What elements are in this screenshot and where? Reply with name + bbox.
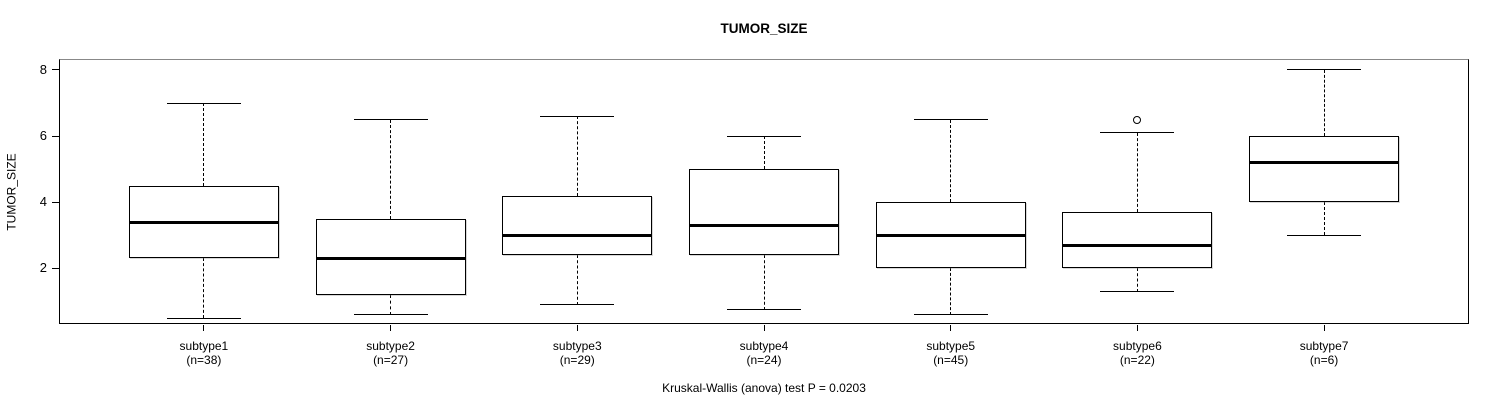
lower-whisker-cap: [540, 304, 615, 306]
upper-whisker-cap: [353, 119, 428, 121]
x-tick-label: subtype5 (n=45): [861, 339, 1041, 367]
n-count-label: (n=6): [1309, 353, 1339, 367]
y-tick: [52, 201, 59, 203]
iqr-box: [502, 195, 653, 256]
x-tick-label: subtype4 (n=24): [674, 339, 854, 367]
upper-whisker-cap: [1287, 69, 1362, 71]
n-count-label: (n=29): [559, 353, 595, 367]
x-tick: [390, 325, 392, 331]
x-tick: [576, 325, 578, 331]
category-label: subtype6: [1113, 339, 1162, 353]
median-line: [315, 256, 466, 260]
iqr-box: [1249, 136, 1400, 203]
x-tick-label: subtype3 (n=29): [487, 339, 667, 367]
y-tick-label: 8: [39, 61, 47, 77]
upper-whisker-line: [1323, 69, 1325, 137]
iqr-box: [315, 218, 466, 295]
upper-whisker-cap: [913, 119, 988, 121]
x-tick-label: subtype7 (n=6): [1234, 339, 1414, 367]
x-tick-label: subtype2 (n=27): [301, 339, 481, 367]
kruskal-wallis-annotation: Kruskal-Wallis (anova) test P = 0.0203: [662, 381, 866, 395]
median-line: [875, 233, 1026, 237]
x-tick: [1136, 325, 1138, 331]
lower-whisker-cap: [1287, 234, 1362, 236]
category-label: subtype1: [179, 339, 229, 353]
median-line: [1062, 243, 1213, 247]
upper-whisker-cap: [1100, 132, 1175, 134]
n-count-label: (n=27): [373, 353, 409, 367]
category-label: subtype4: [739, 339, 789, 353]
y-tick: [52, 135, 59, 137]
y-tick-label: 2: [39, 260, 47, 276]
lower-whisker-line: [576, 255, 578, 305]
x-tick: [203, 325, 205, 331]
y-tick-label: 4: [39, 194, 47, 210]
lower-whisker-cap: [166, 317, 241, 319]
upper-whisker-line: [390, 119, 392, 219]
x-tick-label: subtype1 (n=38): [114, 339, 294, 367]
n-count-label: (n=24): [746, 353, 782, 367]
upper-whisker-line: [203, 103, 205, 186]
n-count-label: (n=22): [1119, 353, 1155, 367]
category-label: subtype2: [366, 339, 415, 353]
y-axis-title: TUMOR_SIZE: [5, 152, 19, 231]
median-line: [689, 223, 839, 227]
n-count-label: (n=38): [186, 353, 222, 367]
upper-whisker-line: [576, 116, 578, 196]
upper-whisker-cap: [540, 115, 615, 117]
lower-whisker-line: [1136, 268, 1138, 292]
category-label: subtype3: [552, 339, 602, 353]
y-axis-title-wrap: TUMOR_SIZE: [3, 59, 21, 324]
lower-whisker-line: [950, 268, 952, 315]
n-count-label: (n=45): [933, 353, 969, 367]
lower-whisker-line: [203, 258, 205, 319]
lower-whisker-cap: [727, 309, 801, 311]
iqr-box: [1062, 212, 1213, 269]
x-tick: [1323, 325, 1325, 331]
lower-whisker-cap: [913, 314, 988, 316]
median-line: [1249, 161, 1400, 165]
median-line: [502, 233, 653, 237]
lower-whisker-line: [1323, 202, 1325, 236]
x-tick: [763, 325, 765, 331]
upper-whisker-cap: [166, 102, 241, 104]
median-line: [128, 220, 279, 224]
upper-whisker-cap: [727, 135, 801, 137]
y-tick: [52, 267, 59, 269]
y-tick: [52, 69, 59, 71]
y-tick-label: 6: [39, 128, 47, 144]
iqr-box: [689, 169, 839, 256]
chart-title: TUMOR_SIZE: [720, 21, 808, 36]
lower-whisker-cap: [353, 314, 428, 316]
lower-whisker-cap: [1100, 291, 1175, 293]
upper-whisker-line: [950, 119, 952, 203]
category-label: subtype5: [926, 339, 976, 353]
category-label: subtype7: [1299, 339, 1349, 353]
upper-whisker-line: [1136, 132, 1138, 213]
x-tick-label: subtype6 (n=22): [1047, 339, 1227, 367]
outlier-point: [1133, 115, 1142, 124]
upper-whisker-line: [763, 136, 765, 170]
lower-whisker-line: [763, 255, 765, 310]
x-tick: [950, 325, 952, 331]
lower-whisker-line: [390, 294, 392, 315]
